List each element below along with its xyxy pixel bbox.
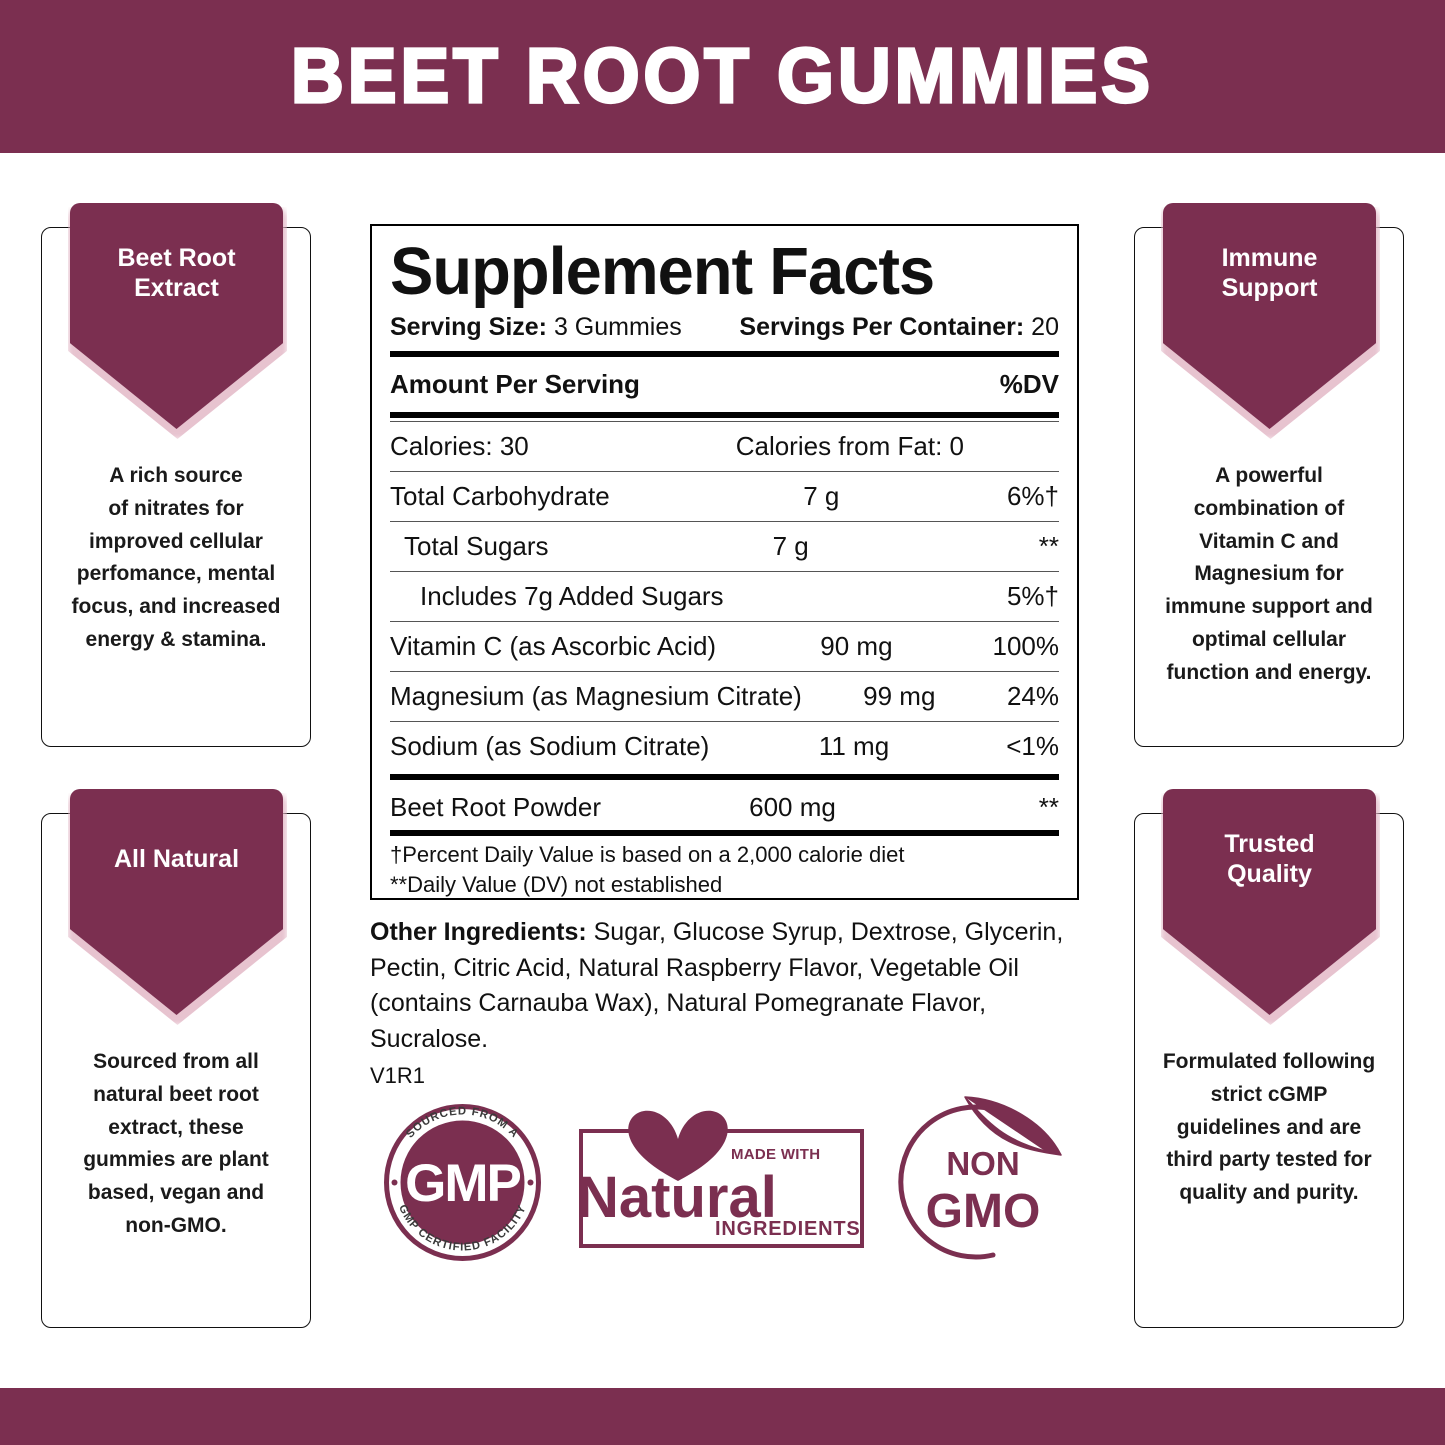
svg-text:GMO: GMO bbox=[926, 1185, 1041, 1238]
svg-text:INGREDIENTS: INGREDIENTS bbox=[715, 1218, 860, 1240]
svg-text:MADE WITH: MADE WITH bbox=[731, 1146, 820, 1163]
svg-text:GMP: GMP bbox=[405, 1154, 520, 1213]
svg-text:NON: NON bbox=[946, 1145, 1019, 1182]
